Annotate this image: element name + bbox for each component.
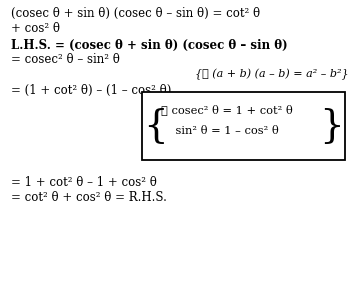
Text: (cosec θ + sin θ) (cosec θ – sin θ) = cot² θ: (cosec θ + sin θ) (cosec θ – sin θ) = co… — [11, 7, 260, 20]
Text: = cot² θ + cos² θ = R.H.S.: = cot² θ + cos² θ = R.H.S. — [11, 191, 166, 204]
Text: + cos² θ: + cos² θ — [11, 22, 59, 35]
FancyBboxPatch shape — [142, 92, 345, 160]
Text: = cosec² θ – sin² θ: = cosec² θ – sin² θ — [11, 53, 120, 66]
Text: L.H.S. = (cosec θ + sin θ) (cosec θ – sin θ): L.H.S. = (cosec θ + sin θ) (cosec θ – si… — [11, 39, 287, 52]
Text: {∴ (a + b) (a – b) = a² – b²}: {∴ (a + b) (a – b) = a² – b²} — [195, 69, 348, 80]
Text: = 1 + cot² θ – 1 + cos² θ: = 1 + cot² θ – 1 + cos² θ — [11, 176, 156, 189]
Text: = (1 + cot² θ) – (1 – cos² θ): = (1 + cot² θ) – (1 – cos² θ) — [11, 84, 171, 96]
Text: }: } — [319, 107, 343, 145]
Text: sin² θ = 1 – cos² θ: sin² θ = 1 – cos² θ — [161, 126, 279, 136]
Text: {: { — [143, 107, 168, 145]
Text: ∴ cosec² θ = 1 + cot² θ: ∴ cosec² θ = 1 + cot² θ — [161, 104, 293, 115]
